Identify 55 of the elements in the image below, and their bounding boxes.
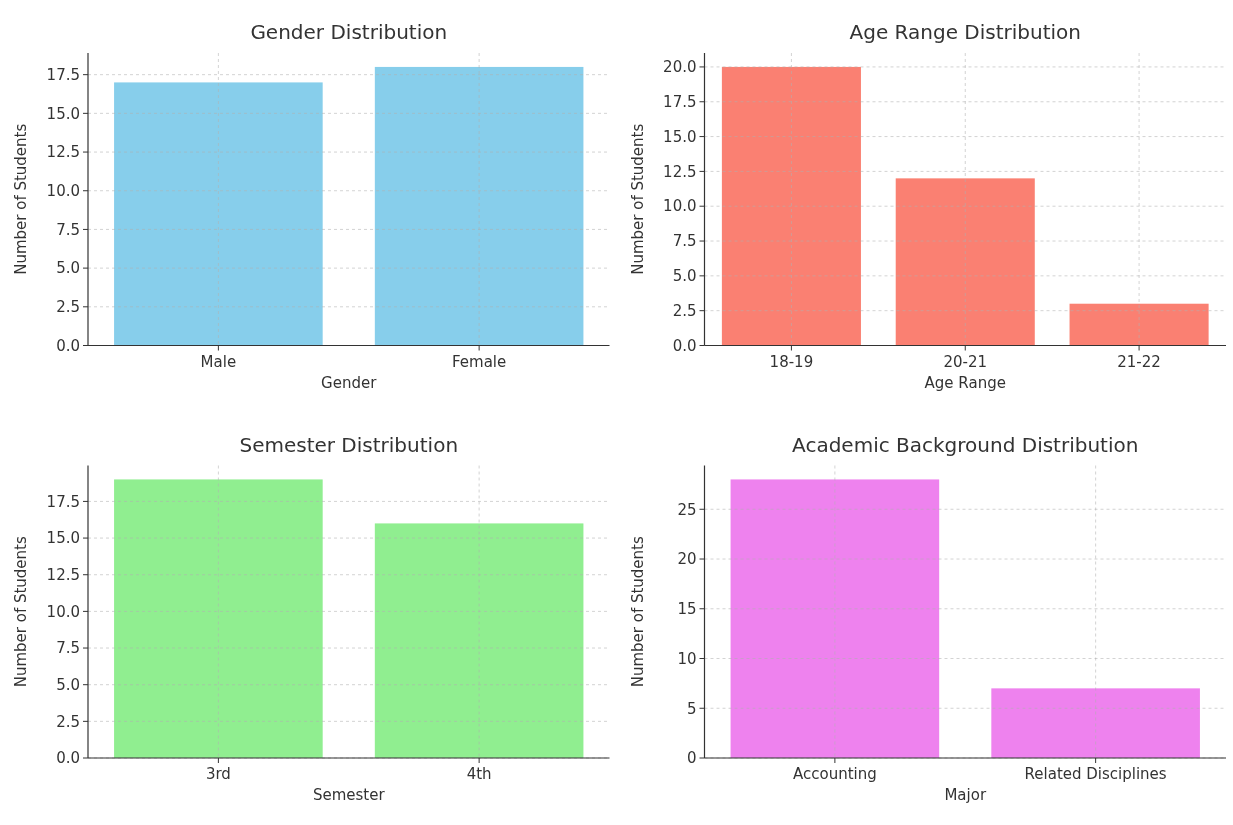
y-tick-label: 0.0 [56, 749, 80, 768]
y-tick-label: 5.0 [56, 259, 80, 278]
y-tick-label: 10.0 [663, 197, 697, 216]
y-tick-label: 10.0 [46, 181, 80, 200]
y-tick-label: 15.0 [46, 104, 80, 123]
y-tick-label: 15 [677, 600, 697, 619]
y-axis-title: Number of Students [628, 536, 647, 688]
chart-title: Academic Background Distribution [792, 432, 1139, 457]
y-tick-label: 0 [686, 749, 697, 768]
x-axis-title: Major [944, 786, 987, 804]
y-tick-label: 12.5 [46, 565, 80, 584]
y-tick-label: 10.0 [46, 602, 80, 621]
y-tick-label: 5.0 [56, 675, 80, 694]
y-tick-label: 12.5 [663, 162, 697, 181]
x-tick-label: 20-21 [943, 352, 988, 371]
y-axis-title: Number of Students [12, 123, 30, 275]
y-tick-label: 17.5 [46, 492, 80, 511]
bar [1069, 303, 1209, 346]
x-tick-label: Related Disciplines [1024, 765, 1167, 783]
x-tick-label: 3rd [205, 765, 231, 783]
y-tick-label: 20.0 [663, 58, 697, 77]
y-tick-label: 2.5 [56, 298, 80, 317]
y-tick-label: 5 [686, 699, 697, 718]
y-axis-title: Number of Students [628, 123, 647, 275]
chart-title: Age Range Distribution [849, 20, 1081, 44]
y-tick-label: 0.0 [672, 336, 697, 355]
x-axis-title: Semester [312, 786, 386, 804]
x-tick-label: 21-22 [1117, 352, 1161, 371]
x-axis-title: Gender [321, 373, 378, 392]
x-tick-label: 4th [466, 765, 492, 783]
y-axis-title: Number of Students [12, 536, 30, 688]
bar [721, 66, 861, 346]
y-tick-label: 7.5 [672, 232, 697, 251]
x-tick-label: Accounting [792, 765, 877, 783]
y-tick-label: 10 [677, 649, 697, 668]
x-tick-label: Male [200, 352, 237, 371]
chart-title: Semester Distribution [239, 432, 459, 457]
y-tick-label: 12.5 [46, 143, 80, 162]
y-tick-label: 2.5 [672, 301, 697, 320]
y-tick-label: 17.5 [46, 65, 80, 84]
x-tick-label: 18-19 [769, 352, 814, 371]
y-tick-label: 2.5 [56, 712, 80, 731]
y-tick-label: 15.0 [663, 127, 697, 146]
y-tick-label: 5.0 [672, 267, 697, 286]
chart-title: Gender Distribution [250, 20, 448, 44]
x-tick-label: Female [452, 352, 507, 371]
bar [895, 178, 1035, 346]
y-tick-label: 20 [677, 550, 697, 569]
y-tick-label: 25 [677, 500, 697, 519]
y-tick-label: 7.5 [56, 639, 80, 658]
y-tick-label: 17.5 [663, 93, 697, 111]
x-axis-title: Age Range [924, 373, 1006, 392]
y-tick-label: 0.0 [56, 336, 80, 355]
y-tick-label: 7.5 [56, 220, 80, 239]
y-tick-label: 15.0 [46, 529, 80, 548]
